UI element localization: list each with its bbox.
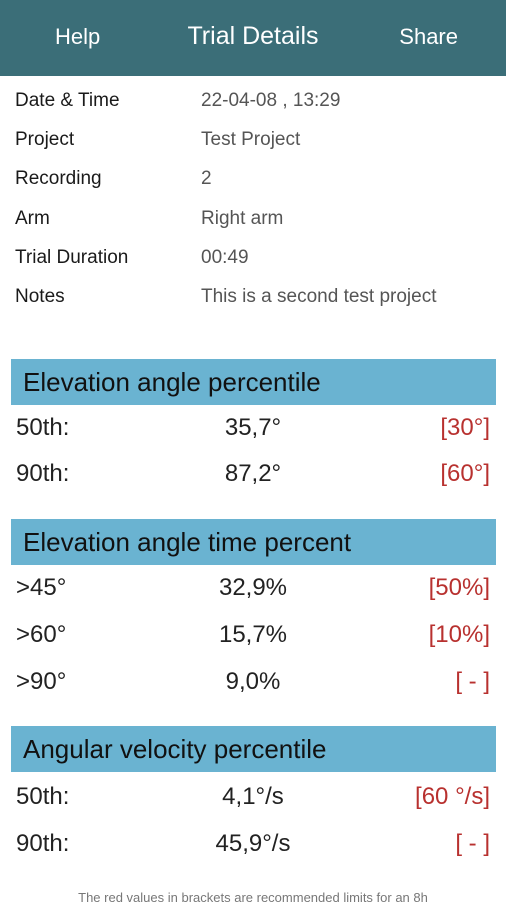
info-row-notes: Notes This is a second test project xyxy=(15,284,495,323)
metric-row: >90° 9,0% [ - ] xyxy=(0,664,506,704)
metric-limit: [60 °/s] xyxy=(415,783,490,810)
metric-limit: [ - ] xyxy=(455,830,490,857)
metric-label: 50th: xyxy=(16,414,70,441)
metric-row: >45° 32,9% [50%] xyxy=(0,570,506,610)
metric-limit: [50%] xyxy=(428,574,490,601)
metric-label: 50th: xyxy=(16,783,70,810)
info-value: This is a second test project xyxy=(201,285,437,307)
metric-limit: [60°] xyxy=(440,460,490,487)
info-row-datetime: Date & Time 22-04-08 , 13:29 xyxy=(15,88,495,127)
metric-row: 90th: 87,2° [60°] xyxy=(0,456,506,496)
trial-info: Date & Time 22-04-08 , 13:29 Project Tes… xyxy=(15,88,495,323)
share-button[interactable]: Share xyxy=(399,24,458,49)
metric-label: >45° xyxy=(16,574,67,601)
info-row-project: Project Test Project xyxy=(15,127,495,166)
metric-label: >90° xyxy=(16,668,67,695)
metric-row: 90th: 45,9°/s [ - ] xyxy=(0,826,506,866)
info-value: 00:49 xyxy=(201,246,249,268)
metric-value: 87,2° xyxy=(224,460,282,487)
info-label: Project xyxy=(15,129,75,151)
metric-value: 45,9°/s xyxy=(215,830,291,857)
metric-label: 90th: xyxy=(16,460,70,487)
metric-label: >60° xyxy=(16,621,67,648)
nav-bar: Help Trial Details Share xyxy=(0,0,506,76)
metric-row: >60° 15,7% [10%] xyxy=(0,617,506,657)
section-header-elevation-angle-percentile: Elevation angle percentile xyxy=(11,359,496,405)
info-row-duration: Trial Duration 00:49 xyxy=(15,245,495,284)
info-label: Arm xyxy=(15,207,50,229)
info-value: Test Project xyxy=(201,129,301,151)
info-label: Recording xyxy=(15,168,102,190)
info-label: Date & Time xyxy=(15,90,120,111)
metric-limit: [10%] xyxy=(428,621,490,648)
info-label: Notes xyxy=(15,285,65,307)
info-value: 2 xyxy=(201,168,212,190)
info-value: Right arm xyxy=(201,207,284,229)
metric-limit: [ - ] xyxy=(455,668,490,695)
help-button[interactable]: Help xyxy=(55,24,101,49)
section-header-angular-velocity-percentile: Angular velocity percentile xyxy=(11,726,496,772)
metric-value: 15,7% xyxy=(218,621,288,648)
info-value: 22-04-08 , 13:29 xyxy=(201,90,341,111)
metric-value: 4,1°/s xyxy=(222,783,284,810)
metric-value: 9,0% xyxy=(225,668,281,695)
metric-row: 50th: 4,1°/s [60 °/s] xyxy=(0,779,506,819)
info-row-arm: Arm Right arm xyxy=(15,206,495,245)
metric-value: 35,7° xyxy=(224,414,282,441)
metric-value: 32,9% xyxy=(218,574,288,601)
metric-label: 90th: xyxy=(16,830,70,857)
section-header-elevation-angle-time-percent: Elevation angle time percent xyxy=(11,519,496,565)
info-label: Trial Duration xyxy=(15,246,129,268)
info-row-recording: Recording 2 xyxy=(15,166,495,205)
metric-row: 50th: 35,7° [30°] xyxy=(0,410,506,450)
metric-limit: [30°] xyxy=(440,414,490,441)
footnote: The red values in brackets are recommend… xyxy=(78,890,428,905)
